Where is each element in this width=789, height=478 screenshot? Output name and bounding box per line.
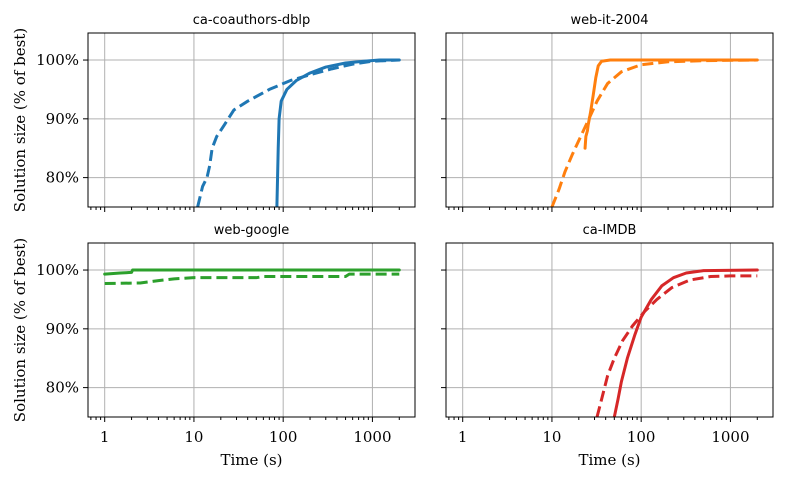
y-tick-label: 80% — [46, 379, 79, 397]
dashed-series-line — [595, 274, 758, 417]
x-tick-label: 1000 — [353, 428, 391, 446]
subplot-3: 1 10 100 1000 80% 90% 100% web-google Time (s) So… — [11, 223, 416, 469]
subplot-title: ca-IMDB — [583, 223, 637, 238]
x-tick-label: 10 — [542, 428, 561, 446]
dashed-series-line — [550, 58, 758, 207]
subplot-title: web-google — [214, 223, 290, 238]
dashed-series-line — [104, 272, 400, 286]
subplot-title: ca-coauthors-dblp — [193, 13, 311, 28]
y-axis-label: Solution size (% of best) — [11, 238, 29, 422]
y-tick-label: 90% — [46, 110, 79, 128]
dashed-series-line — [196, 58, 400, 207]
plot-frame — [87, 242, 416, 418]
solid-series-line — [583, 58, 759, 150]
plot-frame — [87, 32, 416, 208]
x-tick-label: 1000 — [711, 428, 749, 446]
y-tick-label: 100% — [36, 261, 79, 279]
subplot-4: 1 10 100 1000 ca-IMDB Time (s) — [441, 223, 774, 469]
y-axis-label: Solution size (% of best) — [11, 28, 29, 212]
y-tick-label: 90% — [46, 320, 79, 338]
x-tick-label: 100 — [627, 428, 656, 446]
plot-frame — [445, 32, 774, 208]
solid-series-line — [275, 58, 401, 207]
x-tick-label: 1 — [458, 428, 468, 446]
y-tick-label: 100% — [36, 51, 79, 69]
plot-frame — [445, 242, 774, 418]
solid-series-line — [612, 268, 759, 417]
subplot-2: web-it-2004 — [441, 13, 774, 212]
x-axis-label: Time (s) — [220, 451, 282, 469]
solid-series-line — [103, 268, 401, 276]
x-tick-label: 100 — [269, 428, 298, 446]
subplot-1: 80% 90% 100% ca-coauthors-dblp Solution size… — [11, 13, 416, 212]
y-tick-label: 80% — [46, 169, 79, 187]
x-axis-label: Time (s) — [578, 451, 640, 469]
x-tick-label: 10 — [184, 428, 203, 446]
x-tick-label: 1 — [100, 428, 110, 446]
subplot-title: web-it-2004 — [570, 13, 648, 28]
